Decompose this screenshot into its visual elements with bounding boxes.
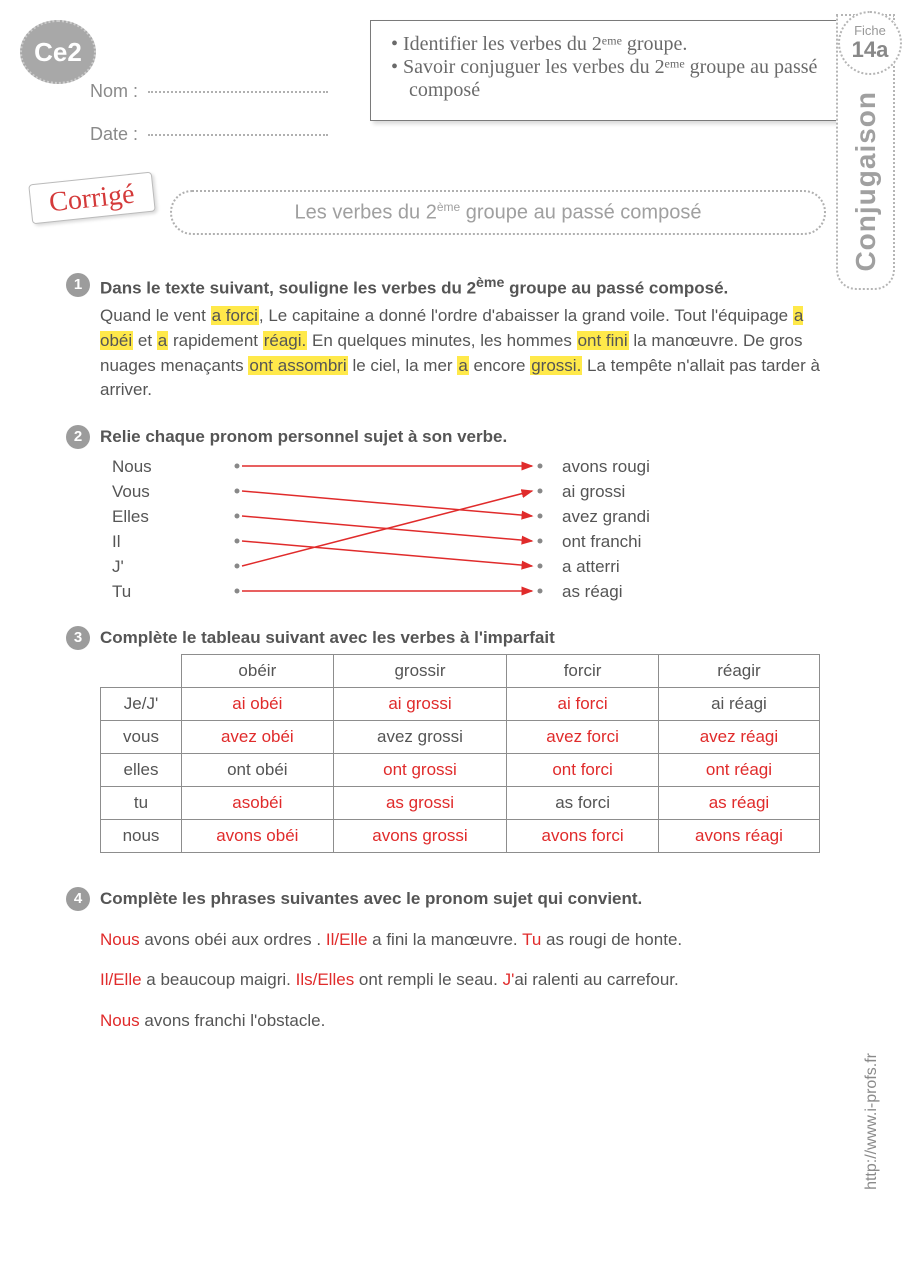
date-line xyxy=(148,134,328,136)
fiche-label: Fiche xyxy=(854,24,886,38)
worksheet-title: Les verbes du 2ème groupe au passé compo… xyxy=(170,190,826,235)
nom-line xyxy=(148,91,328,93)
exercise-3: 3 Complète le tableau suivant avec les v… xyxy=(100,626,820,854)
table-cell: ai obéi xyxy=(182,688,334,721)
ex4-sentences: Nous avons obéi aux ordres . Il/Elle a f… xyxy=(100,928,820,1034)
table-header: grossir xyxy=(333,655,507,688)
match-pronoun: Il xyxy=(112,529,152,554)
table-cell: ont réagi xyxy=(658,754,819,787)
table-cell: avez réagi xyxy=(658,721,819,754)
table-cell: avons obéi xyxy=(182,820,334,853)
objective-2: Savoir conjuguer les verbes du 2ᵉᵐᵉ grou… xyxy=(409,56,849,102)
name-date-block: Nom : Date : xyxy=(90,70,328,156)
match-pronoun: Vous xyxy=(112,479,152,504)
objective-1: Identifier les verbes du 2ᵉᵐᵉ groupe. xyxy=(409,33,849,56)
table-cell: ont forci xyxy=(507,754,659,787)
conjugation-table: obéirgrossirforcirréagir Je/J'ai obéiai g… xyxy=(100,654,820,853)
table-cell: asobéi xyxy=(182,787,334,820)
match-pronouns: NousVousEllesIlJ'Tu xyxy=(112,454,152,604)
title-post: groupe au passé composé xyxy=(460,202,701,224)
table-cell: avez obéi xyxy=(182,721,334,754)
exercise-4: 4 Complète les phrases suivantes avec le… xyxy=(100,887,820,1034)
side-tab: Fiche 14a Conjugaison xyxy=(836,14,895,290)
table-row-label: vous xyxy=(101,721,182,754)
ex4-header: Complète les phrases suivantes avec le p… xyxy=(100,889,642,908)
match-verb: a atterri xyxy=(562,554,650,579)
table-row-label: Je/J' xyxy=(101,688,182,721)
match-pronoun: Elles xyxy=(112,504,152,529)
highlight: a xyxy=(457,356,468,375)
pronoun: Nous xyxy=(100,930,140,949)
exnum-1: 1 xyxy=(66,273,90,297)
table-cell: avons forci xyxy=(507,820,659,853)
match-verb: as réagi xyxy=(562,579,650,604)
pronoun: Il/Elle xyxy=(326,930,368,949)
date-label: Date : xyxy=(90,124,138,144)
pronoun: Tu xyxy=(522,930,541,949)
nom-label: Nom : xyxy=(90,81,138,101)
ex1-text: Quand le vent a forci, Le capitaine a do… xyxy=(100,304,820,403)
exercise-2: 2 Relie chaque pronom personnel sujet à … xyxy=(100,425,820,604)
match-verb: ai grossi xyxy=(562,479,650,504)
title-pre: Les verbes du 2 xyxy=(295,202,437,224)
pronoun: Ils/Elles xyxy=(296,970,355,989)
table-cell: ai grossi xyxy=(333,688,507,721)
table-cell: avez forci xyxy=(507,721,659,754)
pronoun: Il/Elle xyxy=(100,970,142,989)
table-cell: avons réagi xyxy=(658,820,819,853)
table-cell: avez grossi xyxy=(333,721,507,754)
table-header: réagir xyxy=(658,655,819,688)
table-cell: as réagi xyxy=(658,787,819,820)
highlight: ont assombri xyxy=(248,356,347,375)
match-verb: avez grandi xyxy=(562,504,650,529)
ex3-header: Complète le tableau suivant avec les ver… xyxy=(100,628,555,647)
match-pronoun: Nous xyxy=(112,454,152,479)
match-verb: ont franchi xyxy=(562,529,650,554)
fiche-number: 14a xyxy=(852,38,889,62)
table-cell: ai réagi xyxy=(658,688,819,721)
match-pronoun: Tu xyxy=(112,579,152,604)
table-row-label: elles xyxy=(101,754,182,787)
fiche-badge: Fiche 14a xyxy=(838,11,902,75)
source-url: http://www.i-profs.fr xyxy=(863,1053,881,1190)
ex2-header: Relie chaque pronom personnel sujet à so… xyxy=(100,427,507,446)
table-header: forcir xyxy=(507,655,659,688)
title-sup: ème xyxy=(437,200,460,214)
subject-label: Conjugaison xyxy=(850,85,882,278)
highlight: réagi. xyxy=(263,331,308,350)
match-lines xyxy=(232,458,552,608)
table-header: obéir xyxy=(182,655,334,688)
table-cell: ai forci xyxy=(507,688,659,721)
table-cell: ont grossi xyxy=(333,754,507,787)
ex1-header-pre: Dans le texte suivant, souligne les verb… xyxy=(100,279,476,298)
highlight: ont fini xyxy=(577,331,629,350)
exercise-1: 1 Dans le texte suivant, souligne les ve… xyxy=(100,273,820,403)
match-verbs: avons rougiai grossiavez grandiont franc… xyxy=(562,454,650,604)
match-pronoun: J' xyxy=(112,554,152,579)
highlight: a forci xyxy=(211,306,259,325)
table-cell: as forci xyxy=(507,787,659,820)
ex1-header-sup: ème xyxy=(476,275,504,291)
objectives-box: Identifier les verbes du 2ᵉᵐᵉ groupe. Sa… xyxy=(370,20,868,121)
table-cell: as grossi xyxy=(333,787,507,820)
corrige-label: Corrigé xyxy=(28,172,155,225)
exnum-3: 3 xyxy=(66,626,90,650)
pronoun: J' xyxy=(503,970,515,989)
exnum-2: 2 xyxy=(66,425,90,449)
grade-badge: Ce2 xyxy=(20,20,96,84)
table-cell: ont obéi xyxy=(182,754,334,787)
highlight: grossi. xyxy=(530,356,582,375)
table-cell: avons grossi xyxy=(333,820,507,853)
highlight: a xyxy=(157,331,168,350)
table-row-label: nous xyxy=(101,820,182,853)
ex1-header-post: groupe au passé composé. xyxy=(504,279,728,298)
matching-area: NousVousEllesIlJ'Tu avons rougiai grossi… xyxy=(112,454,820,604)
exnum-4: 4 xyxy=(66,887,90,911)
pronoun: Nous xyxy=(100,1011,140,1030)
match-verb: avons rougi xyxy=(562,454,650,479)
table-row-label: tu xyxy=(101,787,182,820)
